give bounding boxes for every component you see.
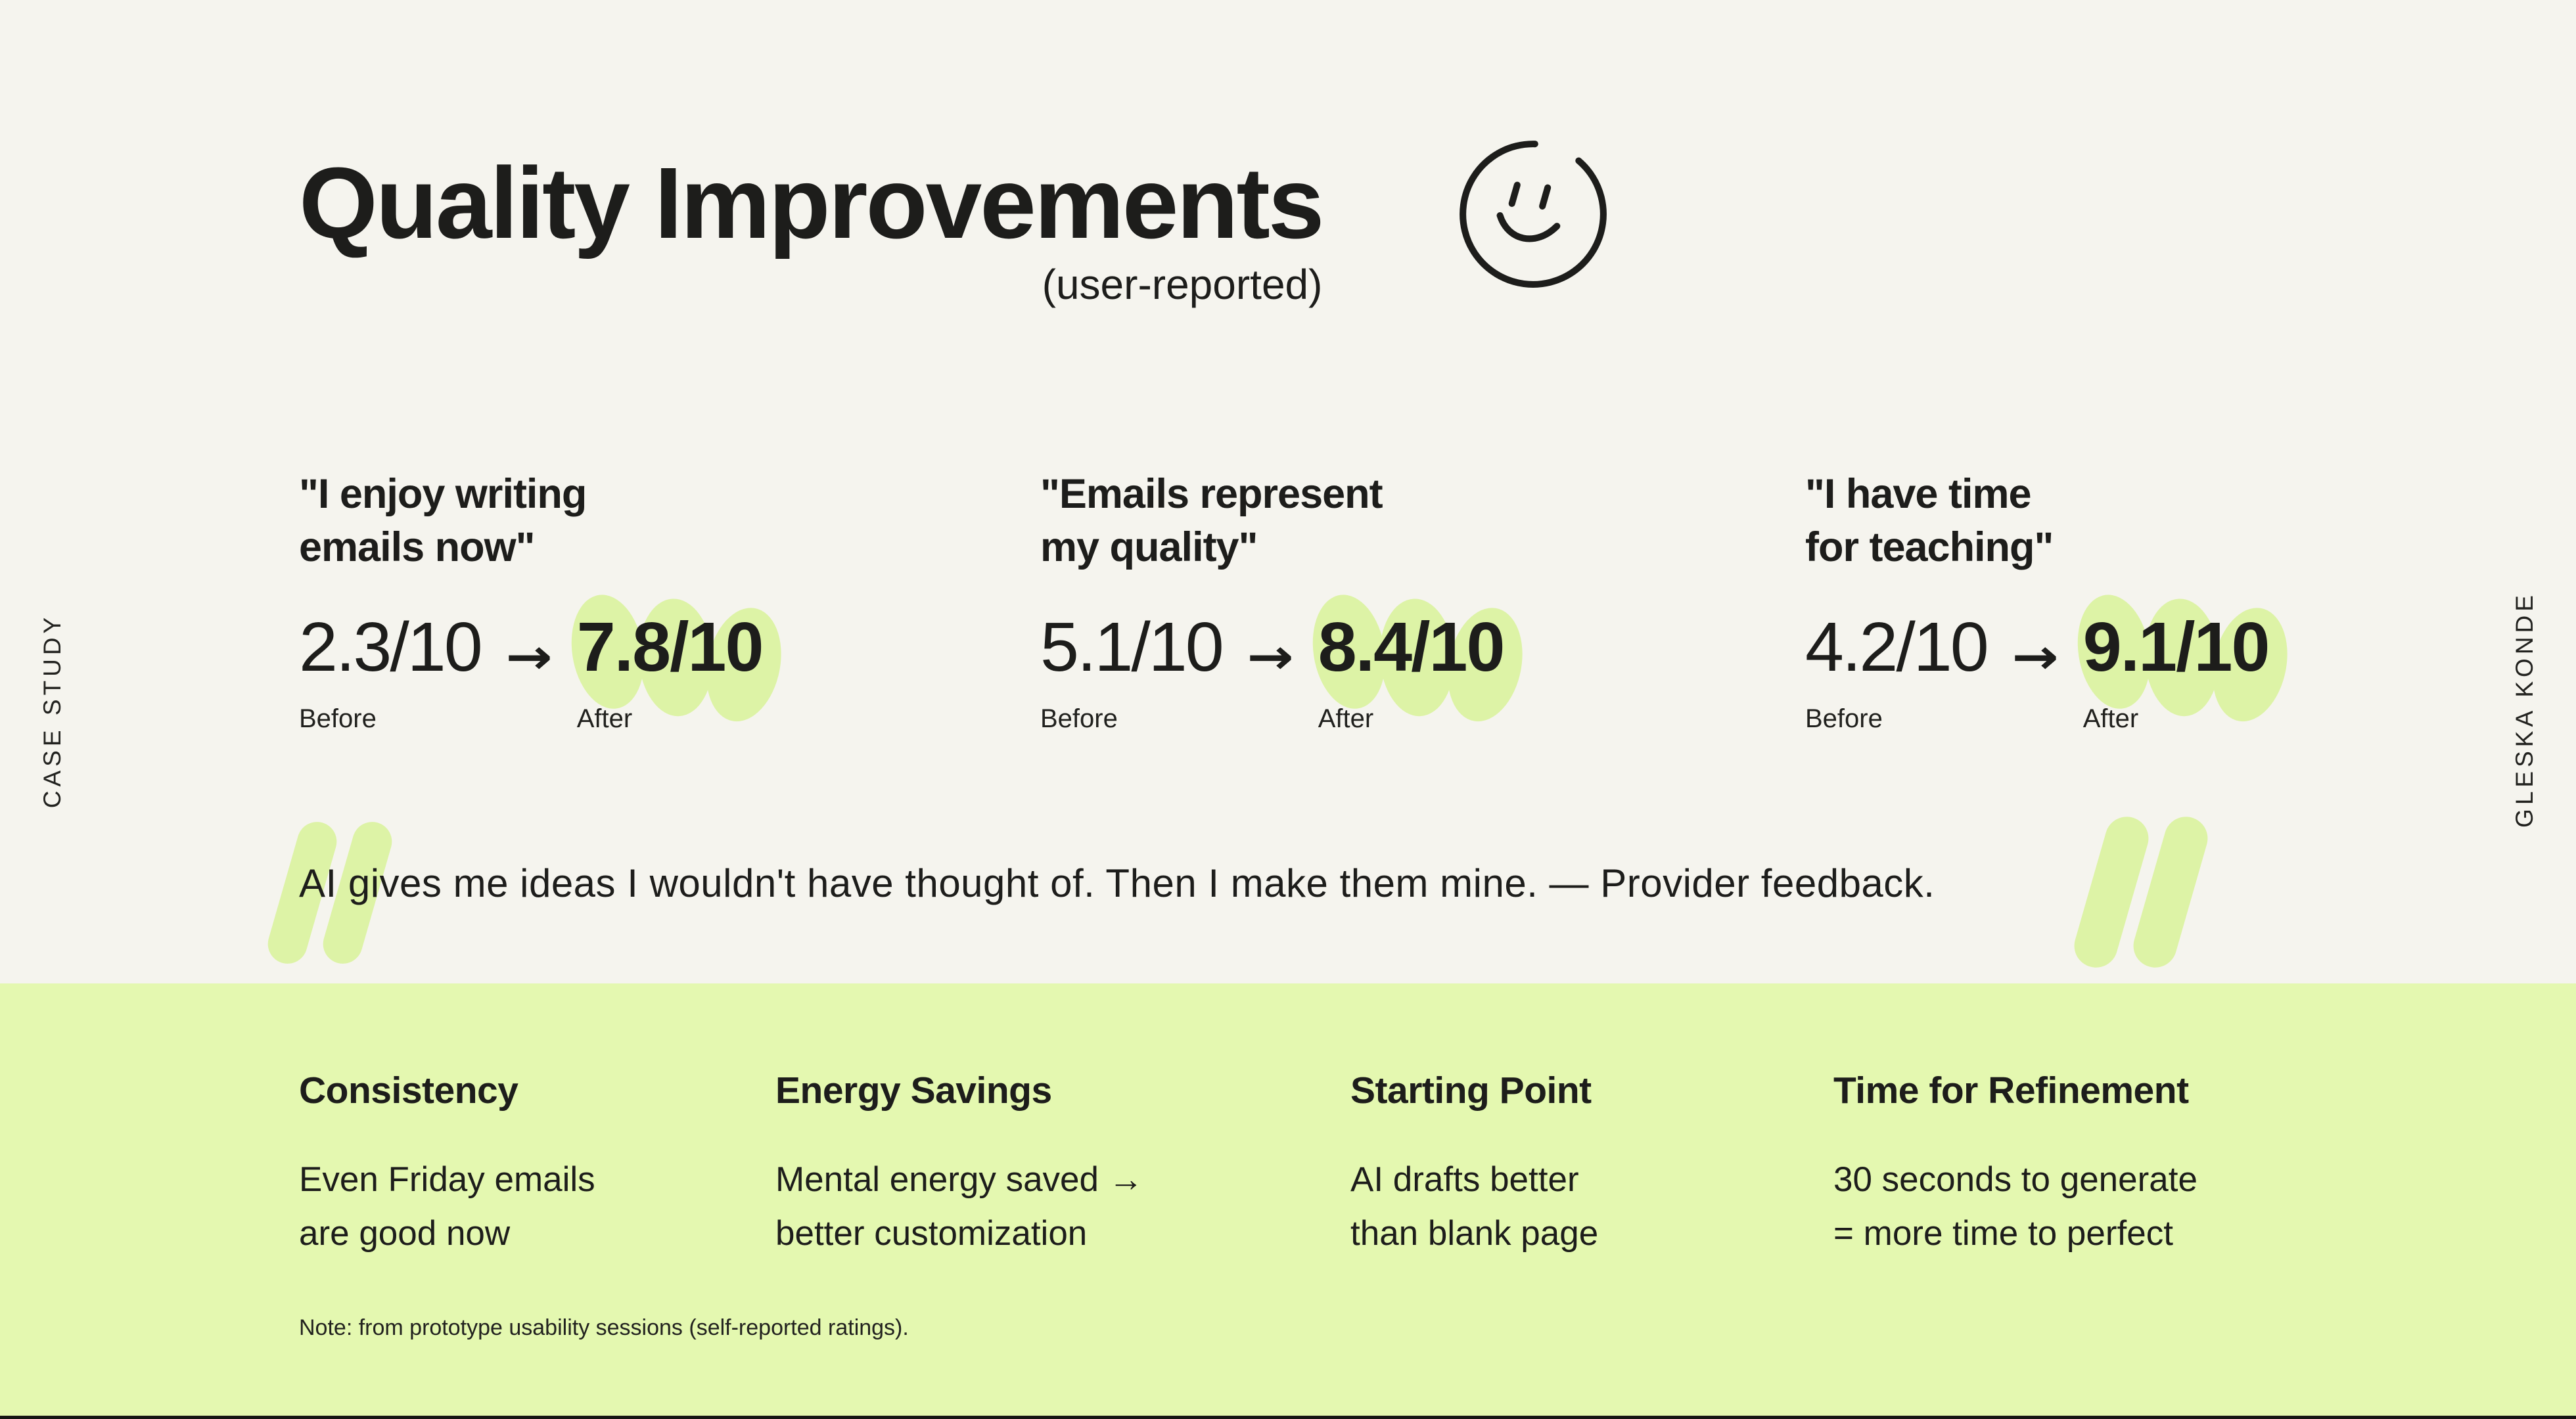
stat-values-row: 2.3/10 Before → 7.8/10 After (299, 595, 781, 734)
stat-quote-heading: "I enjoy writing emails now" (299, 471, 587, 570)
benefit-title: Time for Refinement (1833, 1070, 2189, 1112)
highlight-blob-icon (571, 595, 781, 722)
stat-card: "Emails represent my quality" 5.1/10 Bef… (1040, 468, 1523, 734)
stat-card: "I enjoy writing emails now" 2.3/10 Befo… (299, 468, 781, 734)
header: Quality Improvements (user-reported) (299, 146, 1324, 309)
after-value: 9.1/10 (2082, 608, 2270, 687)
arrow-icon: → (1247, 629, 1294, 686)
before-group: 2.3/10 Before (299, 608, 483, 734)
after-group: 8.4/10 After (1312, 595, 1523, 734)
close-quote-icon (2069, 811, 2213, 973)
page-subtitle: (user-reported) (1042, 261, 1323, 308)
page-title: Quality Improvements (299, 146, 1324, 259)
benefit-body: 30 seconds to generate = more time to pe… (1833, 1160, 2197, 1253)
stat-card: "I have time for teaching" 4.2/10 Before… (1805, 468, 2288, 734)
benefit-card: Energy Savings Mental energy saved → bet… (775, 1069, 1143, 1261)
smiley-icon (1460, 141, 1607, 288)
benefit-card: Starting Point AI drafts better than bla… (1350, 1069, 1598, 1261)
bottom-edge-line (0, 1416, 2576, 1419)
after-group: 7.8/10 After (571, 595, 781, 734)
highlight-blob-icon (2077, 595, 2288, 722)
stat-values-row: 4.2/10 Before → 9.1/10 After (1805, 595, 2288, 734)
benefit-body: Mental energy saved → better customizati… (775, 1160, 1143, 1253)
footnote: Note: from prototype usability sessions … (299, 1315, 909, 1340)
after-group: 9.1/10 After (2077, 595, 2288, 734)
stat-quote-heading: "Emails represent my quality" (1040, 471, 1383, 570)
after-label: After (576, 704, 633, 733)
benefit-title: Energy Savings (775, 1070, 1052, 1112)
benefits-section: Consistency Even Friday emails are good … (0, 983, 2576, 1419)
benefit-title: Starting Point (1350, 1070, 1592, 1112)
before-label: Before (1805, 704, 1883, 733)
benefit-body: Even Friday emails are good now (299, 1160, 595, 1253)
benefit-card: Time for Refinement 30 seconds to genera… (1833, 1069, 2197, 1261)
after-value: 8.4/10 (1318, 608, 1506, 687)
left-rail-label: CASE STUDY (39, 613, 66, 809)
before-label: Before (1040, 704, 1118, 733)
quote-text: AI gives me ideas I wouldn't have though… (299, 861, 1935, 905)
benefit-card: Consistency Even Friday emails are good … (299, 1069, 595, 1261)
before-value: 4.2/10 (1805, 608, 1989, 687)
quote-banner: AI gives me ideas I wouldn't have though… (263, 811, 2213, 973)
before-value: 5.1/10 (1040, 608, 1224, 687)
arrow-icon: → (2012, 629, 2059, 686)
before-group: 5.1/10 Before (1040, 608, 1224, 734)
stat-quote-heading: "I have time for teaching" (1805, 471, 2054, 570)
right-rail-label: GLESKA KONDE (2511, 591, 2538, 828)
after-value: 7.8/10 (576, 608, 764, 687)
after-label: After (2082, 704, 2139, 733)
before-value: 2.3/10 (299, 608, 483, 687)
benefit-title: Consistency (299, 1070, 518, 1112)
benefit-body: AI drafts better than blank page (1350, 1160, 1599, 1253)
after-label: After (1318, 704, 1374, 733)
arrow-icon: → (505, 629, 553, 686)
highlight-blob-icon (1312, 595, 1523, 722)
before-label: Before (299, 704, 377, 733)
stat-values-row: 5.1/10 Before → 8.4/10 After (1040, 595, 1523, 734)
before-group: 4.2/10 Before (1805, 608, 1989, 734)
